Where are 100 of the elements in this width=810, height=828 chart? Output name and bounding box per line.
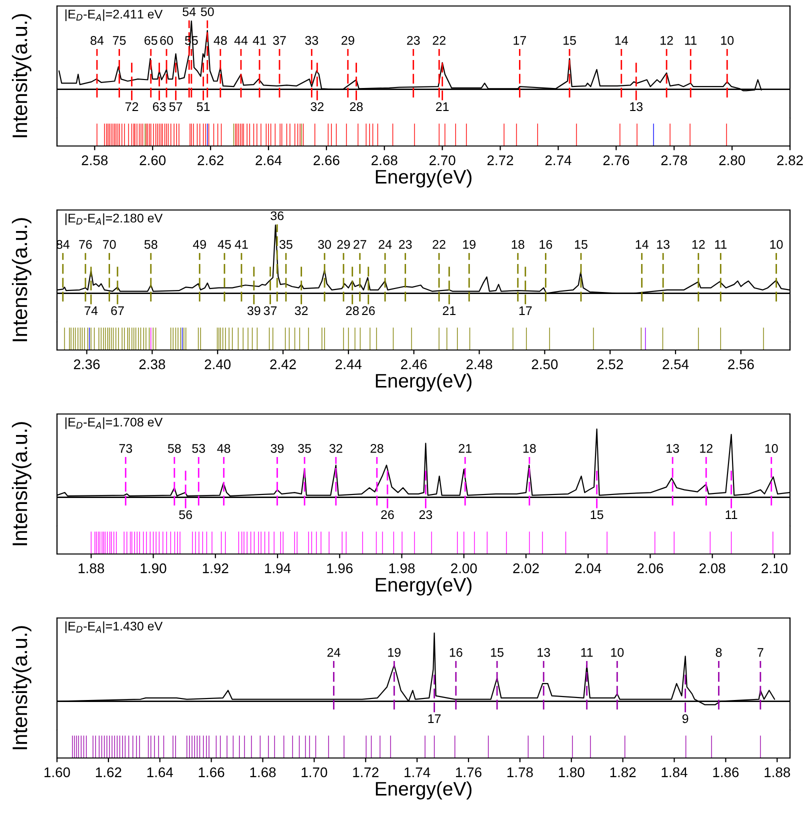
text: 67 — [111, 306, 124, 316]
x-tick-label: 1.72 — [353, 767, 378, 778]
annotation: 11 — [581, 648, 593, 657]
text: 54 — [182, 7, 196, 16]
annotation: 10 — [765, 444, 778, 453]
x-tick-label: 2.66 — [314, 155, 340, 166]
x-tick-label: 1.66 — [198, 767, 224, 778]
annotation: 18 — [523, 444, 536, 453]
x-tick-label: 2.64 — [256, 155, 282, 166]
x-tick-label: 2.56 — [728, 359, 754, 370]
x-tick-label: 1.86 — [713, 767, 739, 778]
annotation: 22 — [432, 36, 446, 45]
text: 56 — [179, 510, 192, 520]
y-axis-title: Intensity(a.u.) — [12, 218, 32, 342]
x-tick-label: 2.50 — [532, 359, 558, 370]
text: 74 — [84, 306, 98, 315]
x-tick-label: 2.00 — [451, 563, 477, 574]
annotation: 33 — [305, 36, 318, 45]
y-axis-title: Intensity(a.u.) — [12, 626, 32, 750]
x-tick-label: 2.08 — [700, 563, 726, 574]
x-tick-label: 1.68 — [250, 767, 276, 778]
text: 32 — [294, 306, 308, 316]
annotation: 24 — [327, 648, 340, 657]
x-tick-label: 2.74 — [545, 155, 572, 166]
annotation: 16 — [450, 648, 462, 657]
annotation: 70 — [103, 240, 116, 249]
x-tick-label: 2.60 — [140, 155, 166, 166]
annotation: 8 — [716, 648, 722, 657]
annotation: 14 — [615, 36, 628, 45]
x-tick-label: 1.82 — [610, 767, 636, 778]
text: 39 — [247, 306, 260, 316]
annotation: 15 — [564, 36, 576, 45]
x-tick-label: 2.80 — [719, 155, 746, 166]
annotation: 39 — [270, 444, 284, 453]
annotation: 10 — [770, 240, 783, 249]
x-tick-label: 2.58 — [82, 155, 108, 166]
x-tick-label: 1.60 — [44, 767, 70, 778]
annotation: 10 — [721, 36, 734, 45]
annotation: 15 — [574, 240, 588, 249]
annotation: 7 — [758, 648, 764, 657]
text: 21 — [442, 306, 456, 315]
annotation: 17 — [514, 36, 526, 45]
x-tick-label: 2.10 — [762, 563, 788, 574]
x-tick-label: 2.38 — [139, 359, 166, 370]
x-tick-label: 1.78 — [507, 767, 533, 778]
x-tick-label: 1.98 — [389, 563, 415, 574]
annotation: 60 — [160, 36, 173, 45]
text: 9 — [682, 714, 688, 724]
x-tick-label: 1.64 — [147, 767, 173, 778]
text: 72 — [125, 102, 138, 111]
text: 26 — [381, 510, 394, 520]
x-tick-label: 1.92 — [202, 563, 228, 574]
text: 37 — [264, 306, 277, 316]
annotation: 35 — [279, 240, 292, 249]
x-tick-label: 2.40 — [204, 359, 231, 370]
x-tick-label: 1.62 — [96, 767, 122, 778]
annotation: 48 — [214, 36, 227, 45]
annotation: 21 — [458, 444, 472, 453]
text: 28 — [346, 306, 359, 316]
annotation: 13 — [666, 444, 679, 453]
annotation: 48 — [217, 444, 230, 453]
text: 51 — [196, 102, 210, 112]
x-tick-label: 2.36 — [74, 359, 100, 370]
x-tick-label: 1.96 — [327, 563, 353, 574]
x-tick-label: 1.80 — [558, 767, 584, 778]
x-axis-title: Energy(eV) — [376, 781, 472, 800]
x-tick-label: 2.62 — [198, 155, 224, 166]
annotation: 16 — [540, 240, 552, 249]
annotation: 23 — [407, 36, 420, 45]
annotation: |E$_{D}$-E$_{A}$|=2.180 eV — [65, 213, 163, 226]
annotation: 23 — [399, 240, 412, 249]
x-tick-label: 2.46 — [401, 359, 427, 370]
x-tick-label: 1.70 — [302, 767, 328, 778]
x-tick-label: 1.88 — [764, 767, 790, 778]
x-tick-label: 2.04 — [575, 563, 602, 574]
x-axis-title: Energy(eV) — [376, 373, 472, 392]
annotation: 49 — [192, 240, 206, 249]
annotation: 13 — [538, 648, 550, 657]
text: 57 — [169, 102, 182, 112]
text: 15 — [590, 510, 604, 520]
text: 17 — [519, 306, 532, 315]
x-tick-label: 1.88 — [78, 563, 104, 574]
x-tick-label: 2.68 — [372, 155, 398, 166]
text: 63 — [152, 102, 166, 112]
x-tick-label: 2.70 — [430, 155, 456, 166]
annotation: 35 — [298, 444, 311, 453]
annotation: 14 — [636, 240, 648, 249]
x-tick-label: 2.44 — [336, 359, 362, 370]
text: 50 — [200, 7, 214, 16]
annotation: 28 — [370, 444, 384, 453]
annotation: 12 — [692, 240, 705, 249]
text: 36 — [270, 211, 284, 220]
annotation: 75 — [112, 36, 126, 45]
annotation: 53 — [192, 444, 206, 453]
annotation: 12 — [700, 444, 712, 453]
annotation: 10 — [611, 648, 624, 657]
text: 26 — [362, 306, 375, 316]
annotation: 58 — [168, 444, 181, 453]
x-tick-label: 1.94 — [265, 563, 291, 574]
annotation: |E$_{D}$-E$_{A}$|=1.430 eV — [65, 621, 163, 634]
